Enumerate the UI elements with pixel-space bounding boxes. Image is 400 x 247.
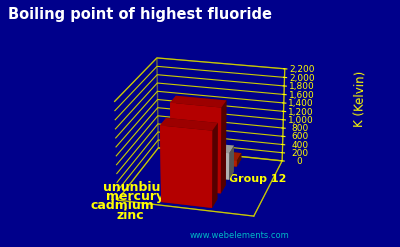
- Text: www.webelements.com: www.webelements.com: [189, 231, 289, 240]
- Text: Boiling point of highest fluoride: Boiling point of highest fluoride: [8, 7, 272, 22]
